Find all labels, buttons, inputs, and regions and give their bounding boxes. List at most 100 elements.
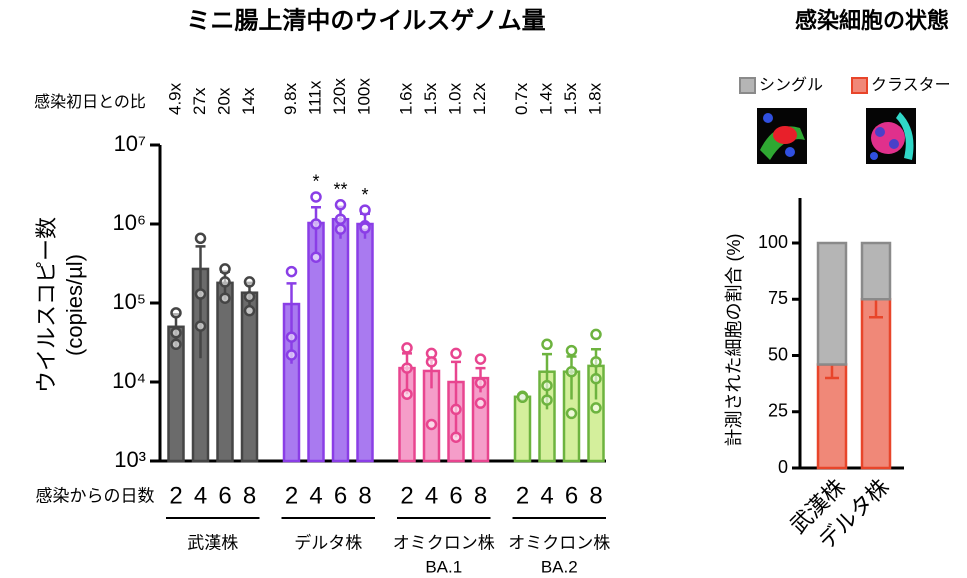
micrograph-cluster (866, 108, 916, 164)
ratio-label: 20x (214, 87, 233, 115)
ratio-label: 1.5x (561, 82, 580, 115)
nucleus (875, 127, 885, 137)
legend-label: クラスター (871, 76, 951, 94)
data-point (219, 263, 231, 275)
y-tick-label: 50 (768, 344, 788, 364)
data-point (170, 327, 182, 339)
nucleus (763, 113, 773, 123)
micrograph-single (757, 108, 807, 164)
data-point (401, 388, 413, 400)
data-point (334, 223, 347, 235)
data-point (310, 191, 322, 203)
data-point (425, 418, 438, 431)
data-point (243, 290, 256, 303)
cell-red (773, 126, 797, 144)
x-tick-label: 8 (474, 482, 487, 509)
ratio-label: 9.8x (281, 82, 300, 115)
y-tick-label: 10⁵ (112, 289, 146, 314)
data-point (401, 342, 413, 354)
y-tick-label: 10⁶ (112, 210, 146, 235)
data-point (219, 292, 231, 304)
nucleus (870, 152, 878, 160)
data-point (450, 403, 462, 416)
y-axis-label: (copies/µl) (62, 254, 87, 356)
data-point (243, 304, 256, 317)
x-tick-label: 4 (540, 482, 553, 509)
legend-swatch (851, 77, 868, 94)
data-point (334, 213, 347, 225)
nucleus (889, 139, 899, 149)
ratio-label: 0.7x (512, 82, 531, 115)
ratio-label: 111x (305, 80, 324, 115)
data-point (285, 265, 298, 278)
data-point (310, 251, 322, 263)
cell-cyan (896, 112, 914, 160)
y-axis-label: ウイルスコピー数 (34, 217, 59, 393)
x-tick-label: 2 (285, 482, 298, 509)
legend-swatch (739, 77, 756, 94)
data-point (450, 431, 462, 443)
data-point (474, 353, 487, 365)
y-tick-label: 10⁷ (114, 131, 146, 156)
data-point (541, 338, 553, 351)
ratio-label: 1.8x (585, 82, 604, 115)
data-point (359, 222, 371, 234)
y-axis-label: 計測された細胞の割合 (%) (724, 234, 744, 447)
significance: * (361, 185, 368, 205)
ratio-label: 14x (239, 87, 258, 115)
x-tick-label: 6 (449, 482, 462, 509)
data-point (425, 356, 438, 368)
nucleus (785, 147, 795, 157)
group-label: BA.2 (541, 557, 578, 576)
data-point (450, 347, 462, 360)
ratio-label: 120x (330, 78, 349, 115)
bar-segment (816, 241, 848, 366)
x-tick-label: 4 (309, 482, 322, 509)
data-point (285, 349, 298, 361)
data-point (285, 331, 298, 343)
data-point (474, 377, 487, 389)
bar (240, 291, 259, 463)
ratio-label: 4.9x (165, 82, 184, 115)
y-tick-label: 25 (768, 401, 788, 421)
data-point (516, 391, 529, 404)
data-point (541, 379, 553, 392)
error-bar (311, 205, 321, 253)
y-tick-label: 75 (768, 288, 788, 308)
data-point (565, 365, 578, 378)
bar-segment (860, 241, 892, 301)
x-tick-label: 4 (425, 482, 438, 509)
data-point (170, 307, 182, 319)
data-point (590, 356, 602, 368)
significance: * (312, 172, 319, 192)
y-tick-label: 100 (758, 232, 788, 252)
x-tick-label: 4 (194, 482, 207, 509)
data-point (359, 204, 371, 216)
ratio-label: 100x (354, 78, 373, 115)
data-point (194, 232, 207, 245)
bar (216, 281, 234, 463)
x-tick-label: 8 (589, 482, 602, 509)
data-point (590, 328, 602, 341)
x-tick-label: 2 (400, 482, 413, 509)
chart-title: 感染細胞の状態 (795, 8, 949, 33)
x-tick-label: 6 (334, 482, 347, 509)
bar (513, 395, 532, 463)
data-point (219, 276, 231, 288)
data-point (541, 394, 553, 406)
group-label: BA.1 (425, 557, 462, 576)
chart-title: ミニ腸上清中のウイルスゲノム量 (186, 7, 545, 34)
ratio-label: 1.6x (396, 82, 415, 115)
ratio-label: 1.2x (470, 82, 489, 115)
bar (356, 222, 374, 463)
data-point (401, 362, 413, 374)
x-tick-label: 8 (358, 482, 371, 509)
error-bar (451, 360, 461, 438)
data-point (590, 372, 602, 385)
ratio-label: 27x (190, 87, 209, 115)
bar (331, 217, 350, 463)
data-point (590, 402, 602, 414)
group-label: オミクロン株 (393, 533, 495, 552)
ratio-label: 1.4x (536, 82, 555, 115)
